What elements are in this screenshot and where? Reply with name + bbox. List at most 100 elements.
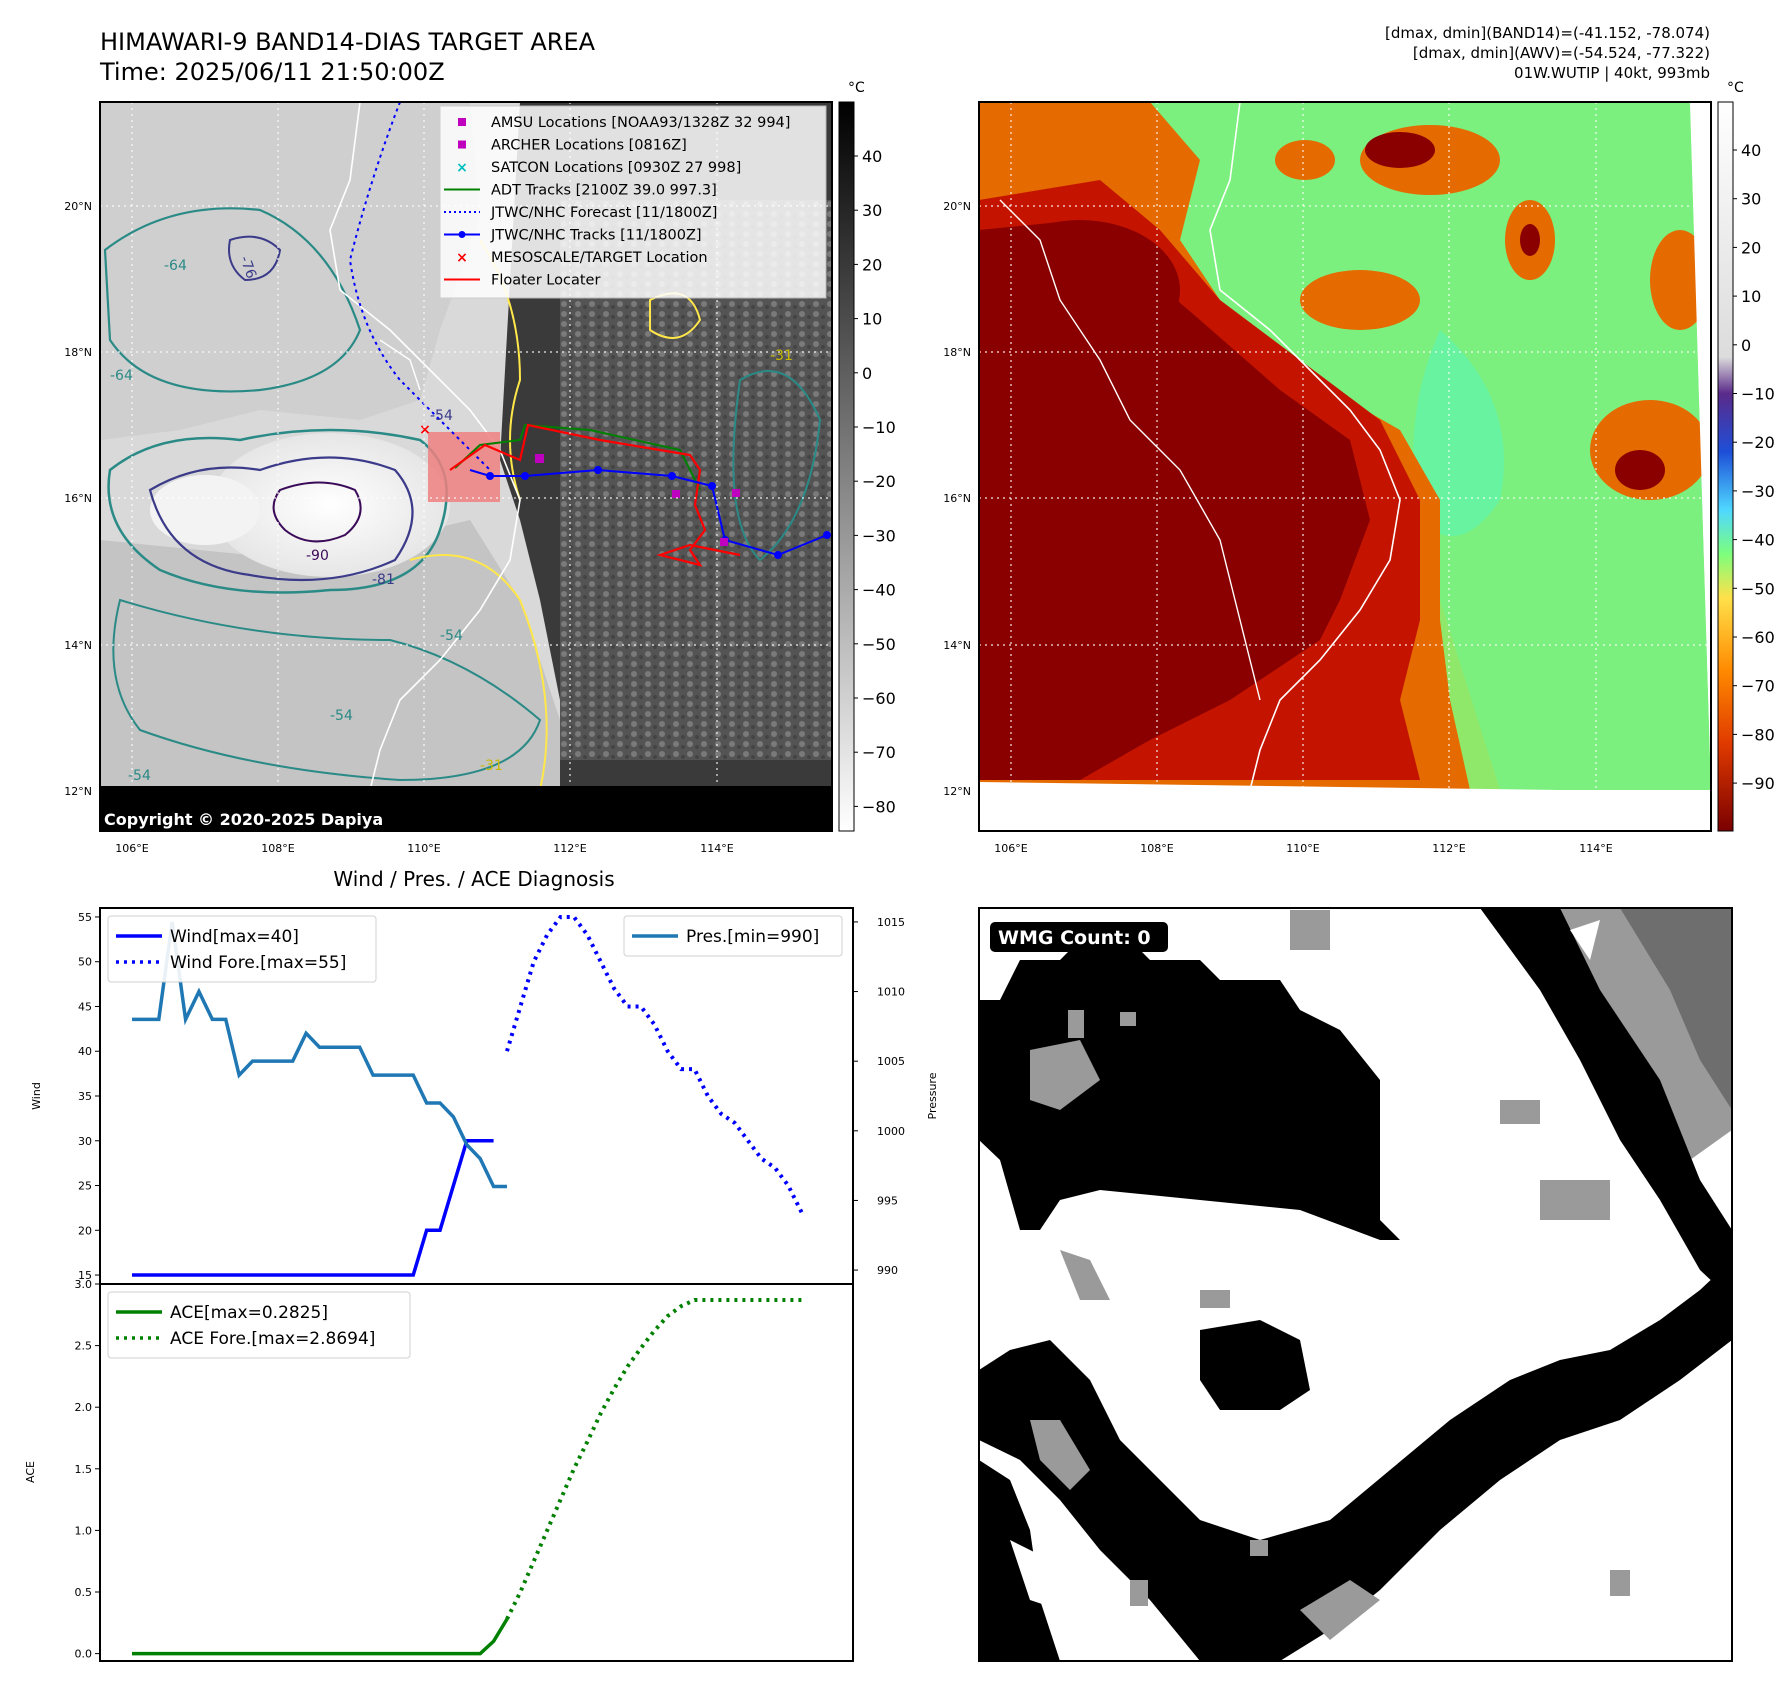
color-colorbar-ticks: 40 30 20 10 0 −10 −20 −30 −40 −50 −60 −70 −80 −90 bbox=[1733, 141, 1775, 793]
wmg-count-label: WMG Count: 0 bbox=[998, 927, 1151, 949]
svg-text:20°N: 20°N bbox=[64, 200, 92, 213]
colorbar-tick-label: −80 bbox=[862, 797, 896, 816]
wind-pressure-plot: 15 20 25 30 35 40 45 50 55 990 995 1000 1005 1010 1015… bbox=[78, 907, 905, 1285]
legend-marker-dot bbox=[458, 231, 466, 238]
y-tick-label: 25 bbox=[78, 1180, 92, 1193]
map2-frame bbox=[978, 101, 1712, 832]
colorbar-tick-label: −30 bbox=[862, 526, 896, 545]
colorbar-tick-label: −20 bbox=[862, 472, 896, 491]
plot-legend: ACE[max=0.2825] ACE Fore.[max=2.8694] bbox=[107, 1291, 411, 1359]
legend-entry: × SATCON Locations [0930Z 27 998] bbox=[456, 160, 741, 176]
legend-entry: AMSU Locations [NOAA93/1328Z 32 994] bbox=[458, 115, 790, 131]
legend-label: Wind[max=40] bbox=[170, 927, 299, 947]
svg-text:106°E: 106°E bbox=[994, 842, 1027, 855]
svg-text:112°E: 112°E bbox=[553, 842, 586, 855]
wind-axis-label: Wind bbox=[30, 1082, 43, 1110]
right-y-tick-label: 1010 bbox=[877, 986, 905, 999]
wmg-count-badge: WMG Count: 0 bbox=[990, 922, 1168, 952]
header-right-line3: 01W.WUTIP | 40kt, 993mb bbox=[1514, 64, 1710, 82]
colorbar-tick-label: 20 bbox=[1741, 238, 1761, 257]
y-tick-label: 0.5 bbox=[75, 1586, 93, 1599]
legend-label: JTWC/NHC Tracks [11/1800Z] bbox=[490, 228, 702, 244]
colorbar-tick-label: −10 bbox=[1741, 385, 1775, 404]
legend-marker-x: × bbox=[456, 250, 468, 266]
svg-text:-64: -64 bbox=[110, 368, 133, 384]
wmg-panel bbox=[979, 908, 1732, 1661]
svg-text:-54: -54 bbox=[128, 768, 151, 784]
map2-lat-ticks: 12°N 14°N 16°N 18°N 20°N bbox=[943, 200, 971, 798]
svg-text:-54: -54 bbox=[330, 708, 353, 724]
colorbar-tick-label: −90 bbox=[1741, 774, 1775, 793]
colorbar-tick-label: −60 bbox=[862, 689, 896, 708]
colorbar-tick-label: −60 bbox=[1741, 628, 1775, 647]
header-right-line1: [dmax, dmin](BAND14)=(-41.152, -78.074) bbox=[1385, 24, 1710, 42]
colorbar-tick-label: 10 bbox=[1741, 287, 1761, 306]
svg-text:-54: -54 bbox=[440, 628, 463, 644]
series-line bbox=[132, 1139, 494, 1277]
legend-label: Wind Fore.[max=55] bbox=[170, 953, 346, 973]
grayscale-colorbar bbox=[838, 101, 855, 832]
svg-text:18°N: 18°N bbox=[943, 346, 971, 359]
legend-entry: JTWC/NHC Forecast [11/1800Z] bbox=[444, 205, 717, 221]
svg-text:114°E: 114°E bbox=[1579, 842, 1612, 855]
svg-text:-54: -54 bbox=[430, 408, 453, 424]
svg-text:14°N: 14°N bbox=[64, 639, 92, 652]
y-tick-label: 1.0 bbox=[75, 1524, 93, 1537]
svg-text:20°N: 20°N bbox=[943, 200, 971, 213]
legend-label: Floater Locater bbox=[491, 273, 600, 289]
colorbar-tick-label: 30 bbox=[862, 201, 882, 220]
svg-text:106°E: 106°E bbox=[115, 842, 148, 855]
right-y-tick-label: 990 bbox=[877, 1264, 898, 1277]
y-tick-label: 3.0 bbox=[75, 1278, 93, 1291]
map1-lon-ticks: 106°E 108°E 110°E 112°E 114°E bbox=[115, 842, 733, 855]
svg-text:110°E: 110°E bbox=[407, 842, 440, 855]
map2-lon-ticks: 106°E 108°E 110°E 112°E 114°E bbox=[994, 842, 1612, 855]
plot-legend: Wind[max=40] Wind Fore.[max=55] bbox=[107, 915, 377, 983]
legend-entry: ARCHER Locations [0816Z] bbox=[458, 138, 687, 154]
wmg-frame bbox=[978, 907, 1733, 1662]
svg-text:110°E: 110°E bbox=[1286, 842, 1319, 855]
svg-text:-90: -90 bbox=[306, 548, 329, 564]
y-tick-label: 0.0 bbox=[75, 1648, 93, 1661]
legend-marker-square bbox=[458, 118, 466, 126]
y-tick-label: 2.0 bbox=[75, 1401, 93, 1414]
colorbar-tick-label: −50 bbox=[1741, 579, 1775, 598]
svg-text:16°N: 16°N bbox=[943, 492, 971, 505]
legend-label: SATCON Locations [0930Z 27 998] bbox=[491, 160, 741, 176]
colorbar-tick-label: −40 bbox=[1741, 531, 1775, 550]
legend-entry: × MESOSCALE/TARGET Location bbox=[456, 250, 707, 266]
colorbar-tick-label: 40 bbox=[1741, 141, 1761, 160]
pressure-axis-label: Pressure bbox=[926, 1072, 939, 1119]
ace-plot: 0.0 0.5 1.0 1.5 2.0 2.5 3.0 ACE[max=0.2825] ACE … bbox=[75, 1278, 854, 1662]
colorbar-tick-label: 0 bbox=[862, 364, 872, 383]
svg-text:12°N: 12°N bbox=[943, 785, 971, 798]
colorbar-tick-label: −40 bbox=[862, 581, 896, 600]
svg-text:114°E: 114°E bbox=[700, 842, 733, 855]
series-line bbox=[132, 1618, 509, 1656]
color-enhanced-ir-map bbox=[979, 102, 1711, 831]
right-y-tick-label: 1005 bbox=[877, 1055, 905, 1068]
ace-axis-label: ACE bbox=[24, 1461, 37, 1483]
svg-text:108°E: 108°E bbox=[1140, 842, 1173, 855]
series-line bbox=[505, 914, 804, 1214]
colorbar-tick-label: −10 bbox=[862, 418, 896, 437]
plot-legend: Pres.[min=990] bbox=[623, 915, 843, 957]
colorbar-tick-label: −50 bbox=[862, 635, 896, 654]
colorbar-tick-label: 30 bbox=[1741, 190, 1761, 209]
legend-marker-square bbox=[458, 140, 466, 149]
legend-label: ACE[max=0.2825] bbox=[170, 1303, 328, 1323]
series-line bbox=[505, 1298, 802, 1620]
colorbar-tick-label: −30 bbox=[1741, 482, 1775, 501]
contour-labels: -64 -76 -64 -54 -90 -81 -54 -54 -31 -31 … bbox=[110, 254, 793, 784]
y-tick-label: 30 bbox=[78, 1135, 92, 1148]
colorbar-tick-label: −70 bbox=[1741, 677, 1775, 696]
colorbar-tick-label: −20 bbox=[1741, 433, 1775, 452]
legend-label: JTWC/NHC Forecast [11/1800Z] bbox=[490, 205, 717, 221]
y-tick-label: 45 bbox=[78, 1000, 92, 1013]
y-tick-label: 15 bbox=[78, 1269, 92, 1282]
svg-text:12°N: 12°N bbox=[64, 785, 92, 798]
svg-text:112°E: 112°E bbox=[1432, 842, 1465, 855]
svg-text:16°N: 16°N bbox=[64, 492, 92, 505]
svg-text:-76: -76 bbox=[236, 254, 259, 281]
series-line bbox=[132, 921, 507, 1189]
